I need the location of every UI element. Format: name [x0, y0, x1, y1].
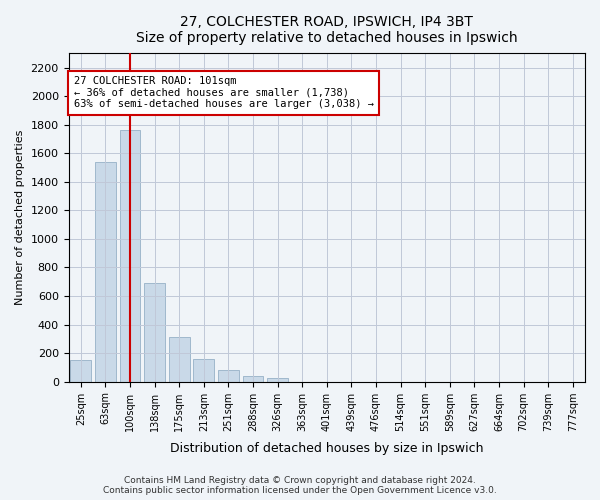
- Bar: [169, 338, 190, 382]
- Title: 27, COLCHESTER ROAD, IPSWICH, IP4 3BT
Size of property relative to detached hous: 27, COLCHESTER ROAD, IPSWICH, IP4 3BT Si…: [136, 15, 518, 45]
- Y-axis label: Number of detached properties: Number of detached properties: [15, 130, 25, 305]
- Bar: [193, 359, 214, 382]
- Bar: [267, 378, 288, 382]
- Text: 27 COLCHESTER ROAD: 101sqm
← 36% of detached houses are smaller (1,738)
63% of s: 27 COLCHESTER ROAD: 101sqm ← 36% of deta…: [74, 76, 374, 110]
- Bar: [119, 130, 140, 382]
- X-axis label: Distribution of detached houses by size in Ipswich: Distribution of detached houses by size …: [170, 442, 484, 455]
- Bar: [218, 370, 239, 382]
- Bar: [95, 162, 116, 382]
- Bar: [70, 360, 91, 382]
- Text: Contains HM Land Registry data © Crown copyright and database right 2024.
Contai: Contains HM Land Registry data © Crown c…: [103, 476, 497, 495]
- Bar: [144, 283, 165, 382]
- Bar: [242, 376, 263, 382]
